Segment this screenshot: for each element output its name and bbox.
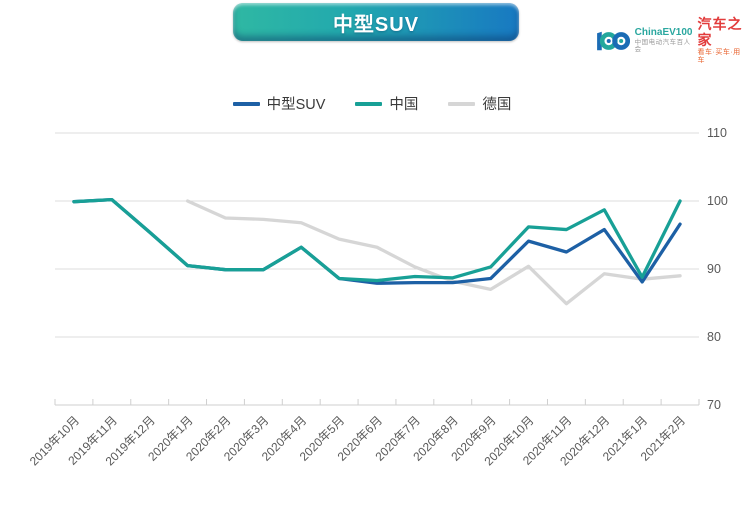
legend-item-3[interactable]: 德国 bbox=[448, 93, 511, 114]
legend-swatch bbox=[232, 101, 260, 106]
legend-label: 德国 bbox=[482, 97, 512, 113]
legend-label: 中型SUV bbox=[266, 97, 326, 113]
logo-cluster: ChinaEV100 中国电动汽车百人会 汽车之家 看车·买车·用车 bbox=[594, 16, 744, 65]
y-tick-label-100: 100 bbox=[707, 194, 728, 208]
chinaev100-logo-icon bbox=[597, 31, 630, 50]
legend-item-2[interactable]: 中国 bbox=[355, 93, 418, 114]
legend-swatch bbox=[355, 101, 383, 106]
series-line-中型SUV bbox=[72, 197, 682, 285]
chinaev100-label: ChinaEV100 bbox=[634, 27, 693, 39]
title-banner: 中型SUV bbox=[233, 3, 519, 41]
page-title: 中型SUV bbox=[332, 13, 420, 36]
legend-item-1[interactable]: 中型SUV bbox=[232, 93, 326, 114]
autohome-label: 汽车之家 bbox=[697, 16, 743, 49]
y-tick-label-110: 110 bbox=[707, 126, 727, 140]
legend-swatch bbox=[448, 101, 476, 106]
line-chart: 7080901001102019年10月2019年11月2019年12月2020… bbox=[27, 126, 728, 468]
y-tick-label-70: 70 bbox=[707, 398, 721, 412]
y-tick-label-80: 80 bbox=[707, 330, 721, 344]
legend-label: 中国 bbox=[389, 97, 419, 113]
legend: 中型SUV 中国 德国 bbox=[0, 93, 744, 114]
series-line-中国 bbox=[72, 197, 682, 283]
autohome-wordmark: 汽车之家 看车·买车·用车 bbox=[697, 16, 744, 65]
series-line-德国 bbox=[185, 199, 682, 306]
chinaev100-subtitle: 中国电动汽车百人会 bbox=[634, 38, 691, 54]
y-tick-label-90: 90 bbox=[707, 262, 721, 276]
chinaev100-wordmark: ChinaEV100 中国电动汽车百人会 bbox=[635, 27, 693, 53]
autohome-subtitle: 看车·买车·用车 bbox=[697, 49, 741, 65]
